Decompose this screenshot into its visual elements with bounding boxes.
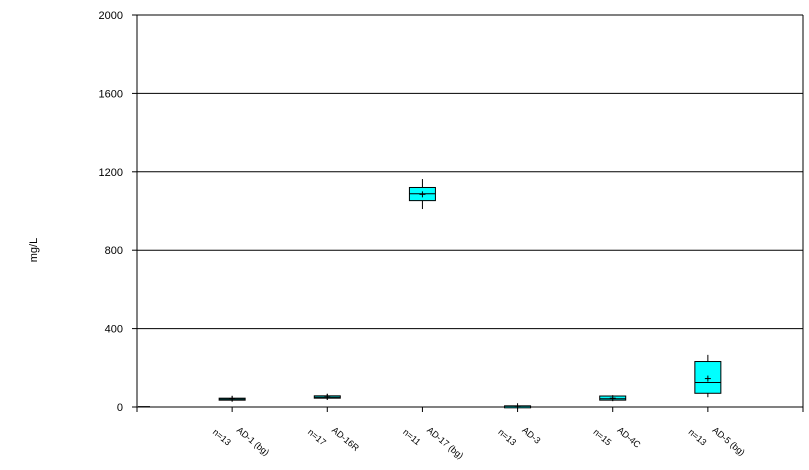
gridlines: [137, 14, 803, 330]
category-count: n=15: [591, 427, 613, 448]
category-name: AD-4C: [615, 425, 642, 450]
box-3: [408, 179, 436, 210]
axes: [136, 15, 804, 408]
category-n: n=13: [687, 427, 709, 448]
category-label: AD-1 (bg): [235, 425, 271, 458]
category-name: AD-17 (bg): [425, 425, 465, 461]
category-name: AD-1 (bg): [235, 425, 271, 458]
category-label: AD-17 (bg): [425, 425, 465, 461]
y-tick-label: 1600: [99, 88, 123, 100]
y-tick-label: 400: [105, 324, 123, 336]
category-n: n=15: [591, 427, 613, 448]
y-tick-label: 2000: [99, 10, 123, 22]
y-tick-label: 800: [105, 245, 123, 257]
x-ticks: [136, 407, 804, 412]
category-count: n=13: [496, 427, 518, 448]
category-count: n=13: [211, 427, 233, 448]
category-n: n=13: [496, 427, 518, 448]
category-count: n=11: [401, 427, 422, 447]
box-2: [313, 393, 341, 401]
category-count: n=17: [306, 427, 328, 448]
category-label: AD-16R: [330, 425, 361, 454]
box-4: [504, 403, 532, 410]
category-n: n=17: [306, 427, 328, 448]
box-1: [218, 395, 246, 402]
box-series: [138, 179, 722, 410]
category-label: AD-5 (bg): [711, 425, 747, 458]
category-n: n=11: [401, 427, 422, 447]
y-axis-title: mg/L: [28, 238, 40, 262]
y-tick-label: 0: [117, 402, 123, 414]
y-tick-label: 1200: [99, 167, 123, 179]
category-label: AD-3: [520, 425, 542, 446]
category-name: AD-16R: [330, 425, 361, 454]
y-ticks: 0 400 800 1200 1600 2000: [99, 10, 137, 414]
box-5: [599, 395, 627, 402]
category-name: AD-5 (bg): [711, 425, 747, 458]
category-name: AD-3: [520, 425, 542, 446]
category-count: n=13: [687, 427, 709, 448]
box-6: [694, 354, 722, 398]
category-label: AD-4C: [615, 425, 642, 450]
category-n: n=13: [211, 427, 233, 448]
